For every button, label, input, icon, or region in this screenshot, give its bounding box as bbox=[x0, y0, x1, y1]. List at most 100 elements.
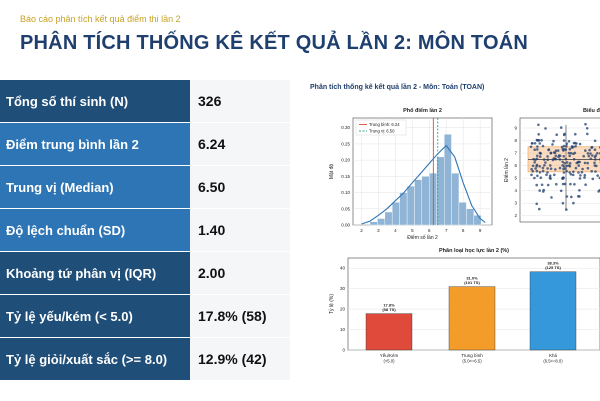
boxplot-point bbox=[562, 139, 566, 142]
boxplot-point bbox=[588, 148, 591, 152]
boxplot-point bbox=[562, 133, 566, 137]
boxplot-point bbox=[544, 127, 547, 130]
boxplot-point bbox=[593, 148, 597, 151]
boxplot-point bbox=[584, 183, 587, 186]
boxplot-point bbox=[575, 142, 578, 145]
histogram-kde-line bbox=[361, 144, 486, 225]
boxplot-ylabel: Điểm lần 2 bbox=[503, 158, 510, 182]
histogram-xtick-label: 3 bbox=[377, 228, 380, 233]
boxplot-point bbox=[542, 190, 545, 193]
category-bar bbox=[365, 313, 413, 351]
histogram-xtick-label: 7 bbox=[445, 228, 448, 233]
histogram-bar bbox=[384, 211, 393, 226]
boxplot-point bbox=[590, 170, 593, 173]
boxplot-ytick-label: 2 bbox=[514, 213, 517, 218]
boxplot-point bbox=[535, 183, 538, 187]
boxplot-point bbox=[578, 160, 581, 164]
boxplot-point bbox=[538, 142, 542, 145]
histogram-bar bbox=[369, 221, 378, 226]
boxplot-point bbox=[561, 182, 565, 186]
boxplot-point bbox=[586, 132, 589, 136]
histogram-bar bbox=[466, 208, 475, 226]
boxplot-point bbox=[571, 173, 575, 177]
category-xtick-label: Trung bình bbox=[461, 353, 483, 358]
boxplot-point bbox=[586, 161, 589, 165]
category-xtick-sublabel: (5.0<=6.5) bbox=[462, 359, 482, 364]
boxplot-point bbox=[593, 161, 596, 165]
boxplot-title: Biểu đồ bbox=[583, 107, 600, 114]
boxplot-point bbox=[587, 154, 591, 158]
boxplot-point bbox=[563, 182, 567, 186]
legend-median-label: Trung vị: 6.50 bbox=[369, 129, 395, 134]
histogram-title: Phổ điểm lần 2 bbox=[403, 107, 442, 114]
boxplot-point bbox=[555, 133, 558, 136]
boxplot-point bbox=[535, 202, 538, 206]
histogram-xtick-label: 8 bbox=[462, 228, 465, 233]
boxplot-point bbox=[596, 152, 599, 155]
boxplot-point bbox=[573, 151, 577, 155]
boxplot-point bbox=[578, 177, 582, 180]
boxplot-point bbox=[534, 158, 537, 161]
boxplot-point bbox=[559, 189, 563, 193]
category-bar bbox=[529, 271, 577, 351]
boxplot-point bbox=[594, 158, 597, 161]
boxplot-point bbox=[538, 189, 541, 192]
boxplot-point bbox=[565, 161, 569, 164]
histogram-legend bbox=[355, 119, 407, 136]
stats-table: Tổng số thí sinh (N) 326 Điểm trung bình l… bbox=[0, 80, 290, 381]
boxplot-point bbox=[549, 151, 553, 155]
category-ytick-label: 30 bbox=[340, 286, 346, 291]
boxplot-point bbox=[581, 167, 584, 171]
boxplot-point bbox=[562, 155, 566, 158]
boxplot-point bbox=[565, 195, 569, 198]
boxplot-point bbox=[577, 171, 580, 174]
stat-row: Tổng số thí sinh (N) 326 bbox=[0, 80, 290, 123]
boxplot-point bbox=[535, 154, 539, 158]
boxplot-point bbox=[572, 157, 576, 161]
category-xtick-sublabel: (6.5<=8.0) bbox=[543, 359, 563, 364]
stat-value: 12.9% (42) bbox=[190, 338, 290, 380]
boxplot-ytick-label: 8 bbox=[514, 138, 517, 143]
boxplot-point bbox=[565, 164, 569, 168]
stat-row: Tỷ lệ giỏi/xuất sắc (>= 8.0) 12.9% (42) bbox=[0, 338, 290, 381]
boxplot-point bbox=[584, 122, 587, 126]
boxplot-point bbox=[574, 132, 577, 136]
stat-row: Trung vị (Median) 6.50 bbox=[0, 166, 290, 209]
page-title: PHÂN TÍCH THỐNG KÊ KẾT QUẢ LẦN 2: MÔN TO… bbox=[20, 32, 529, 54]
histogram-ytick-label: 0.15 bbox=[341, 174, 350, 179]
histogram-bar bbox=[391, 202, 400, 226]
boxplot-point bbox=[535, 169, 539, 173]
boxplot-point bbox=[578, 189, 581, 192]
boxplot-point bbox=[558, 166, 562, 170]
legend-mean-label: Trung bình: 6.24 bbox=[369, 122, 400, 127]
boxplot-point bbox=[553, 157, 557, 160]
boxplot-point bbox=[591, 154, 594, 157]
boxplot-point bbox=[569, 173, 573, 176]
histogram-xtick-label: 4 bbox=[394, 228, 397, 233]
histogram-ytick-label: 0.05 bbox=[341, 206, 350, 211]
category-xtick-label: Khá bbox=[549, 353, 558, 358]
boxplot-point bbox=[567, 151, 571, 155]
histogram-ytick-label: 0.30 bbox=[341, 125, 350, 130]
stat-label: Tổng số thí sinh (N) bbox=[0, 80, 190, 122]
boxplot-point bbox=[537, 123, 540, 127]
boxplot-point bbox=[570, 146, 574, 149]
boxplot-point bbox=[582, 154, 585, 158]
boxplot-point bbox=[585, 127, 589, 130]
boxplot-point bbox=[541, 144, 545, 148]
boxplot-point bbox=[546, 155, 549, 158]
boxplot-point bbox=[557, 155, 560, 159]
boxplot-point bbox=[534, 167, 537, 170]
boxplot-point bbox=[568, 147, 572, 151]
boxplot-point bbox=[561, 201, 565, 205]
stat-row: Điểm trung bình lần 2 6.24 bbox=[0, 123, 290, 166]
boxplot-point bbox=[554, 168, 557, 171]
boxplot-point bbox=[558, 158, 562, 161]
category-bar-pct-label: 31.0% bbox=[466, 276, 478, 281]
boxplot-point bbox=[541, 169, 545, 173]
histogram-xlabel: Điểm số lần 2 bbox=[407, 234, 438, 241]
histogram-bar bbox=[451, 172, 460, 226]
boxplot-point bbox=[533, 161, 536, 164]
histogram-ytick-label: 0.25 bbox=[341, 141, 350, 146]
report-kicker: Báo cáo phân tích kết quả điểm thi lần 2 bbox=[20, 14, 181, 24]
